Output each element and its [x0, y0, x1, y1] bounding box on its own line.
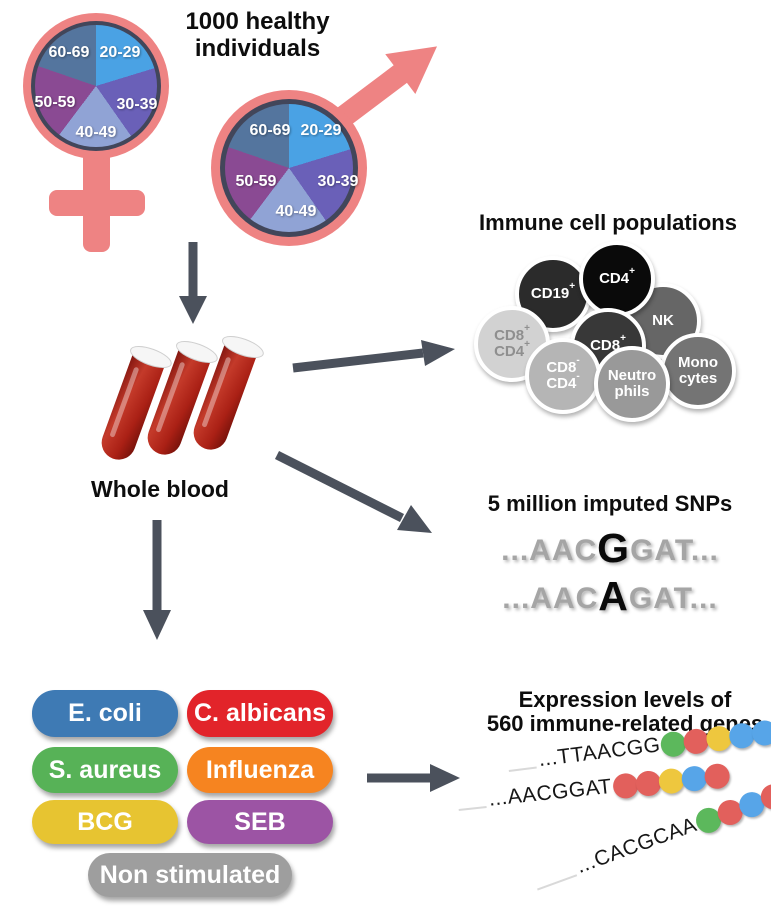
snps-title: 5 million imputed SNPs [487, 491, 733, 516]
stimulus-bcg: BCG [32, 800, 178, 844]
snp-allele-a: A [598, 573, 629, 619]
page-title-line2: individuals [194, 35, 321, 62]
arrow-to-snps-icon [274, 450, 432, 533]
age-label-30-39: 30-39 [116, 96, 158, 113]
expression-dot [680, 764, 708, 792]
snp-sequence-ref: ...AACGGAT... [501, 525, 719, 571]
cell-cd8neg-cd4neg: CD8- CD4- [525, 338, 601, 414]
expression-sequence: ...CACGCAA [573, 813, 700, 878]
cell-neutrophils: Neutro phils [594, 346, 670, 422]
stimulus-ecoli: E. coli [32, 690, 178, 737]
cell-cd4: CD4+ [579, 241, 655, 317]
age-label-30-39: 30-39 [317, 173, 359, 190]
arrow-to-immune-cells-icon [292, 340, 455, 373]
age-label-50-59: 50-59 [235, 173, 277, 190]
arrow-down-to-blood-icon [179, 242, 207, 324]
expression-dot [634, 769, 662, 797]
page-title: 1000 healthy individuals [150, 8, 365, 62]
snp-allele-g: G [597, 525, 631, 571]
age-label-60-69: 60-69 [48, 44, 90, 61]
cell-monocytes: Mono cytes [660, 333, 736, 409]
stimulus-influenza: Influenza [187, 747, 333, 793]
age-label-60-69: 60-69 [249, 122, 291, 139]
age-label-50-59: 50-59 [34, 94, 76, 111]
snp-sequence-alt: ...AACAGAT... [502, 573, 718, 619]
expression-dot [657, 766, 685, 795]
expression-sequence: ...TTAACGG [537, 733, 662, 772]
page-title-line1: 1000 healthy [185, 8, 330, 35]
expression-title-line1: Expression levels of [518, 687, 732, 712]
expression-dot [611, 771, 639, 800]
immune-populations-title: Immune cell populations [479, 210, 737, 235]
stimulus-seb: SEB [187, 800, 333, 844]
stimulus-non-stimulated: Non stimulated [88, 853, 292, 897]
whole-blood-label: Whole blood [91, 476, 229, 502]
expression-dot [751, 718, 771, 747]
age-label-20-29: 20-29 [99, 44, 141, 61]
expression-sequence: ...AACGGAT [487, 774, 613, 811]
female-age-pie [35, 25, 157, 147]
arrow-down-to-stimuli-icon [143, 520, 171, 640]
male-age-pie [225, 104, 353, 232]
arrow-to-expression-icon [367, 764, 460, 792]
snp-sequences: ...AACGGAT... ...AACAGAT... [450, 528, 770, 624]
stimulus-calbicans: C. albicans [187, 690, 333, 737]
age-label-20-29: 20-29 [300, 122, 342, 139]
stimulus-saureus: S. aureus [32, 747, 178, 793]
age-label-40-49: 40-49 [75, 124, 117, 141]
age-label-40-49: 40-49 [275, 203, 317, 220]
female-symbol-crossbar [49, 190, 145, 216]
expression-dot [702, 762, 731, 790]
